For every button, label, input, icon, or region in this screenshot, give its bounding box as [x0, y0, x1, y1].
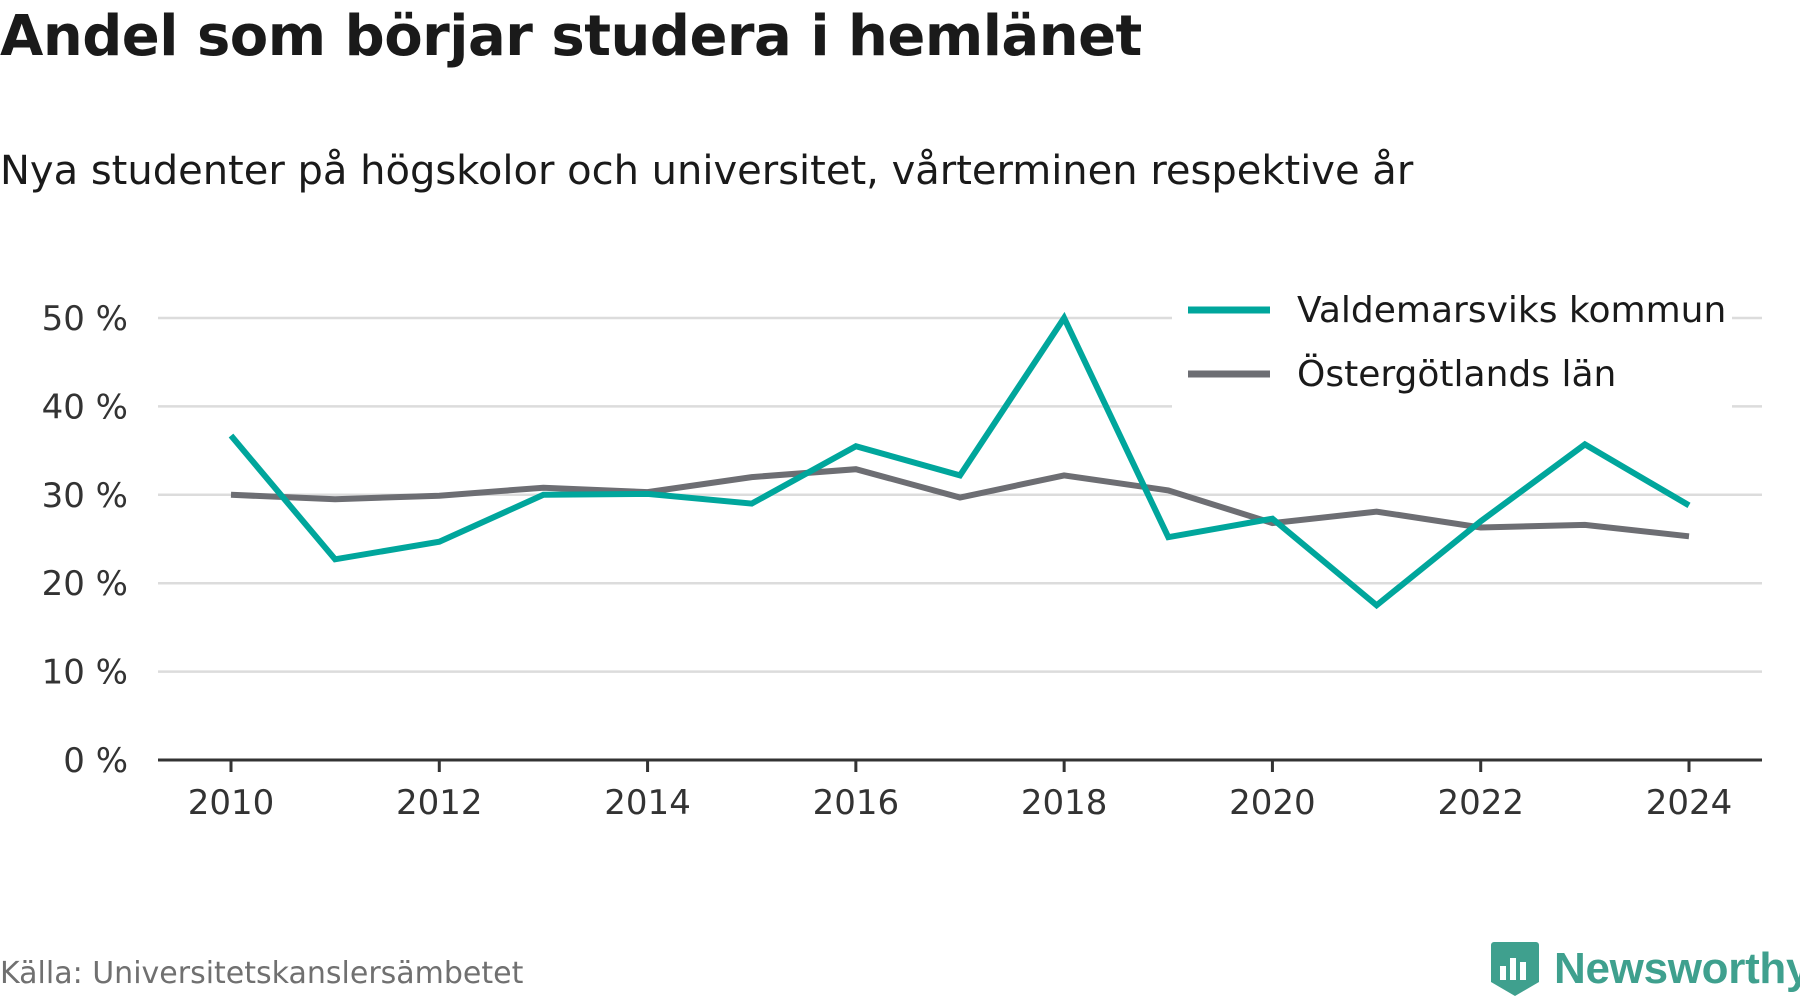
- line-chart: 0 % 10 % 20 % 30 % 40 % 50 % 2010 2012 2014 2016…: [41, 280, 1762, 823]
- source-note: Källa: Universitetskanslersämbetet: [0, 956, 524, 991]
- x-axis: 2010 2012 2014 2016 2018 2020 2022 2024: [158, 758, 1762, 823]
- y-tick-label: 40 %: [42, 387, 128, 427]
- x-tick-label: 2010: [188, 783, 275, 823]
- legend: Valdemarsviks kommun Östergötlands län: [1172, 280, 1732, 408]
- x-tick-label: 2024: [1646, 783, 1733, 823]
- x-tick-label: 2022: [1437, 783, 1524, 823]
- series-line: [228, 311, 1691, 610]
- y-axis-ticks: 0 % 10 % 20 % 30 % 40 % 50 %: [42, 299, 128, 781]
- series-lines: [228, 311, 1691, 610]
- x-tick-label: 2018: [1021, 783, 1108, 823]
- x-tick-label: 2012: [396, 783, 483, 823]
- x-tick-label: 2016: [813, 783, 900, 823]
- x-tick-label: 2014: [604, 783, 691, 823]
- y-tick-label: 0 %: [63, 741, 128, 781]
- legend-background: [1172, 280, 1732, 408]
- brand-logo: Newsworthy: [1490, 940, 1800, 998]
- y-tick-label: 10 %: [42, 653, 128, 693]
- bar-chart-badge-icon: [1491, 942, 1539, 996]
- legend-label: Östergötlands län: [1297, 353, 1616, 395]
- series-line: [230, 466, 1690, 540]
- chart-subtitle: Nya studenter på högskolor och universit…: [0, 148, 1414, 194]
- brand-name: Newsworthy: [1554, 944, 1800, 993]
- legend-label: Valdemarsviks kommun: [1297, 290, 1726, 331]
- y-tick-label: 30 %: [42, 476, 128, 516]
- y-tick-label: 50 %: [42, 299, 128, 339]
- chart-title: Andel som börjar studera i hemlänet: [0, 4, 1142, 69]
- y-tick-label: 20 %: [42, 564, 128, 604]
- x-tick-label: 2020: [1229, 783, 1316, 823]
